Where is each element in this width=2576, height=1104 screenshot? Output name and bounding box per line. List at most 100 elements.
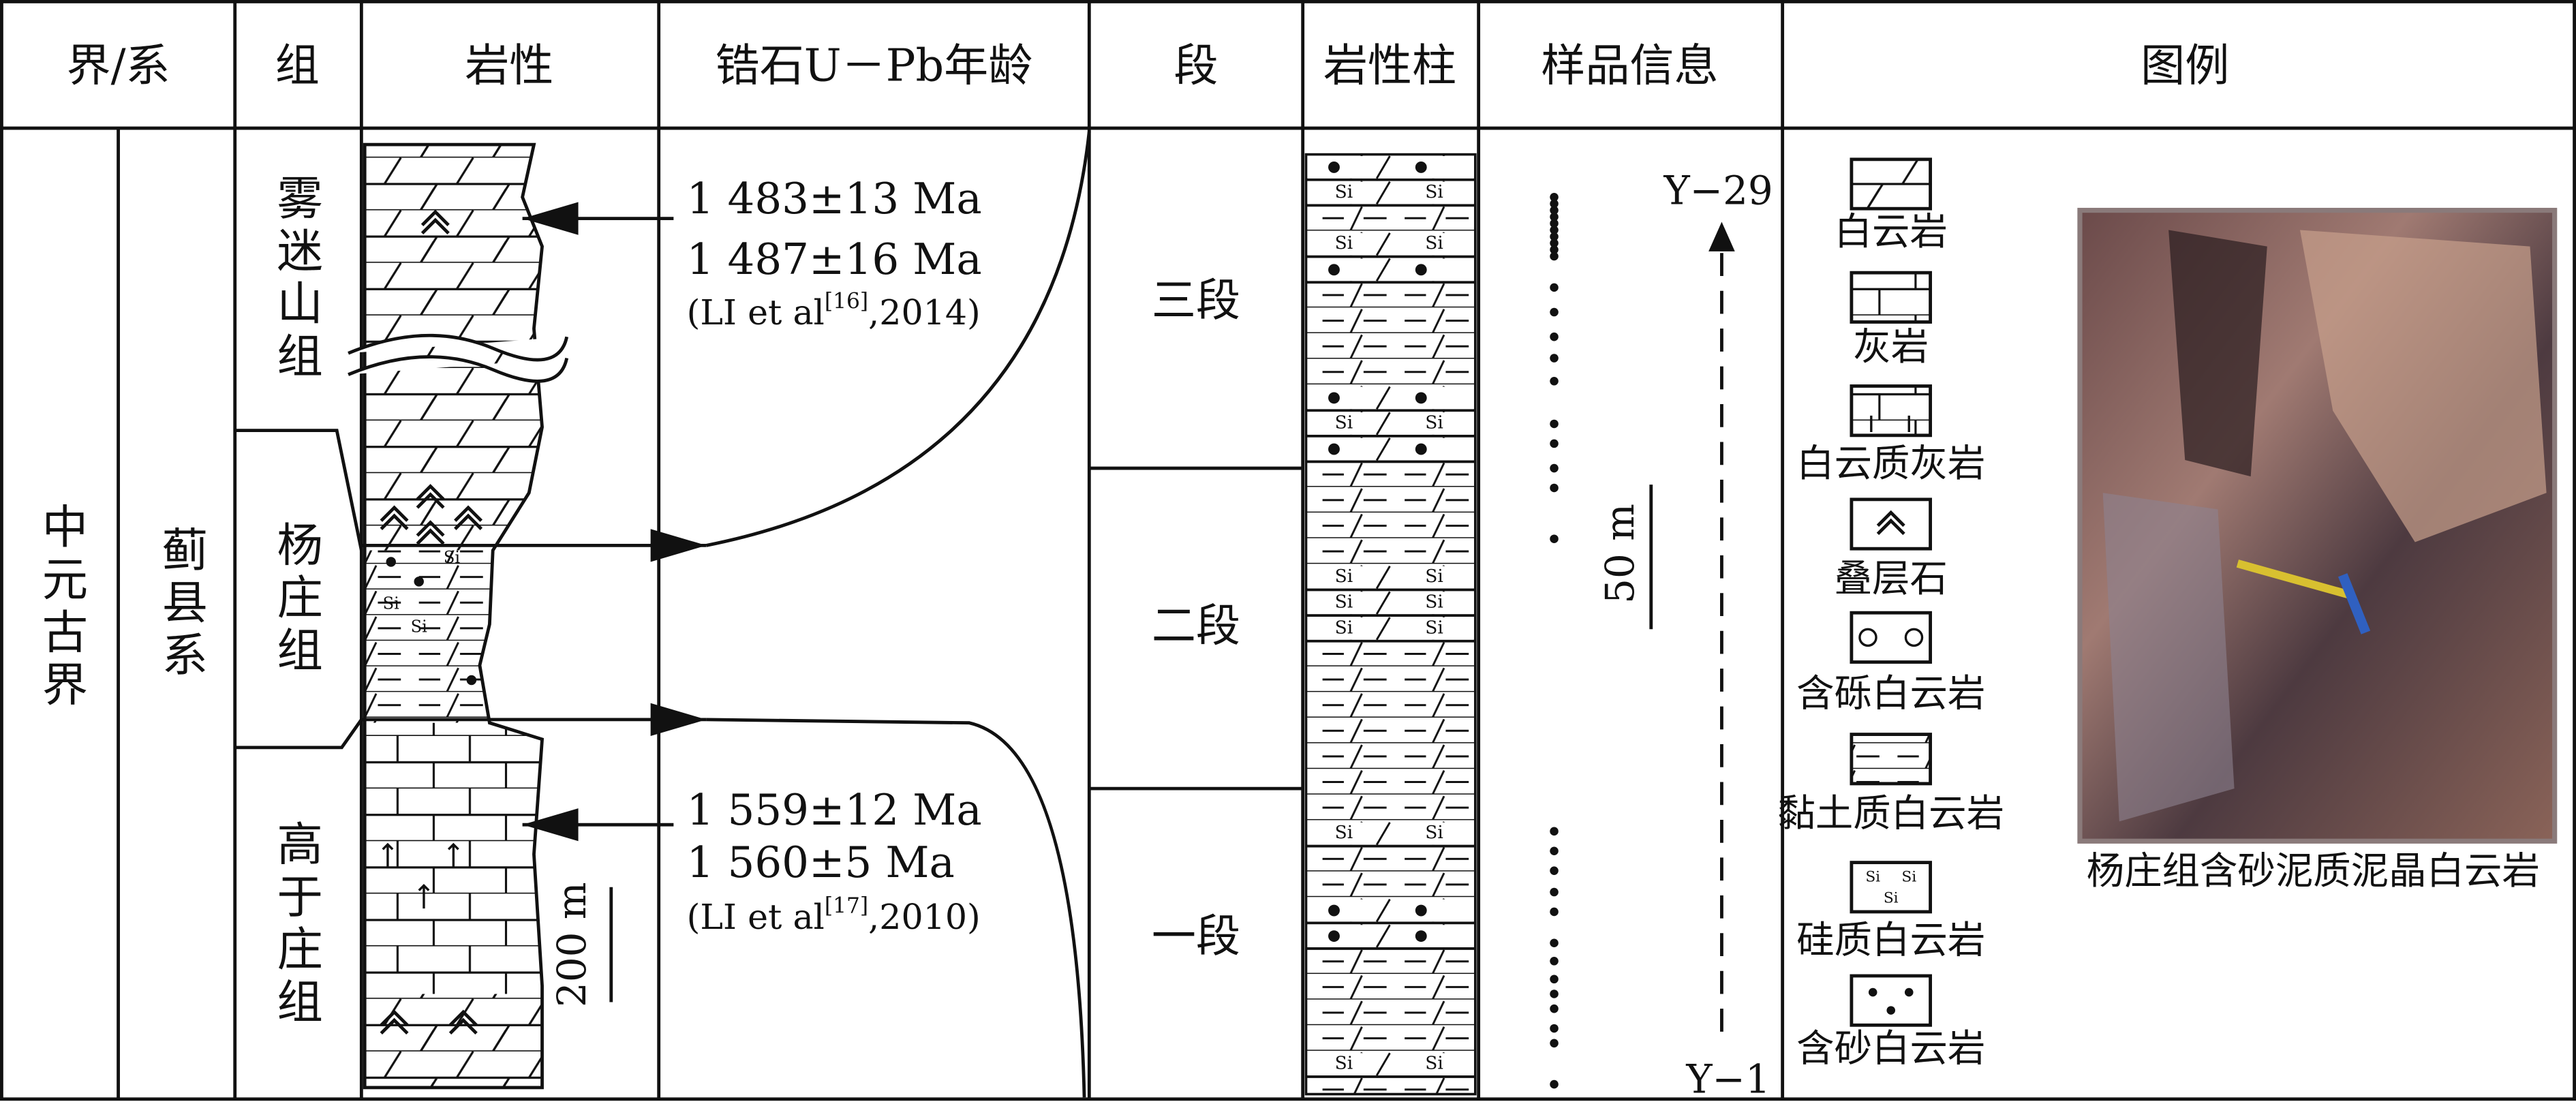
si-symbol: Si bbox=[444, 548, 461, 567]
section-row-lines bbox=[1306, 1052, 1475, 1078]
sample-dot bbox=[1550, 1079, 1559, 1089]
column-header: 图例 bbox=[2141, 40, 2229, 91]
reference-year: ,2010) bbox=[868, 897, 981, 937]
photo-caption: 杨庄组含砂泥质泥晶白云岩 bbox=[2087, 850, 2540, 893]
member-label: 三段 bbox=[1152, 275, 1240, 326]
stromatolite-symbol bbox=[448, 1009, 478, 1035]
sample-dot bbox=[1550, 377, 1559, 386]
formation-label: 雾迷山组 bbox=[270, 174, 324, 385]
column-header: 界/系 bbox=[67, 40, 170, 91]
reference-author: (LI et al bbox=[687, 897, 825, 937]
column-header: 组 bbox=[275, 40, 320, 91]
legend-label: 白云岩 bbox=[1835, 211, 1948, 254]
sample-dot bbox=[1550, 193, 1559, 202]
zircon-age: 1 559±12 Ma bbox=[687, 785, 982, 835]
member-label: 二段 bbox=[1152, 600, 1240, 651]
si-symbol: Si bbox=[1901, 868, 1916, 885]
grain-dot bbox=[1904, 987, 1914, 997]
si-symbol: Si bbox=[1335, 566, 1353, 587]
photo-shadow bbox=[2168, 230, 2267, 477]
grain-dot bbox=[1415, 930, 1427, 942]
zircon-age: 1 487±16 Ma bbox=[687, 234, 982, 284]
age-reference: (LI et al[17],2010) bbox=[687, 893, 981, 937]
si-symbol: Si bbox=[411, 617, 428, 636]
sample-dot bbox=[1550, 483, 1559, 493]
section-row bbox=[1307, 181, 1474, 204]
sample-dot bbox=[1550, 887, 1559, 897]
si-symbol: Si bbox=[1335, 232, 1353, 254]
legend-label: 白云质灰岩 bbox=[1796, 442, 1985, 486]
sample-dot bbox=[1550, 975, 1559, 984]
section-row-lines bbox=[1306, 155, 1475, 181]
stromatolite-symbol bbox=[380, 505, 409, 530]
si-symbol: Si bbox=[1335, 1053, 1353, 1074]
grain-dot bbox=[1868, 987, 1877, 997]
section-row-lines bbox=[1306, 386, 1475, 412]
dolomite-unit bbox=[365, 144, 542, 435]
correlation-curve bbox=[706, 131, 1091, 547]
si-symbol: Si bbox=[1425, 566, 1443, 587]
stromatolite-symbol bbox=[420, 209, 450, 235]
sample-dot bbox=[1550, 1024, 1559, 1033]
unconformity bbox=[348, 333, 569, 383]
grain-dot bbox=[414, 577, 424, 587]
grain-dot bbox=[1415, 161, 1427, 173]
sample-dot bbox=[1550, 232, 1559, 241]
grain-dot bbox=[1415, 392, 1427, 404]
sample-dot bbox=[1550, 419, 1559, 429]
grain-dot bbox=[466, 675, 477, 686]
hammer-head bbox=[2337, 573, 2371, 634]
legend-swatch bbox=[1850, 157, 1932, 211]
grain-dot bbox=[1328, 443, 1340, 455]
dolomitic-tick bbox=[447, 842, 459, 868]
section-row-lines bbox=[1306, 258, 1475, 284]
dolomite-unit bbox=[365, 418, 542, 551]
section-row bbox=[1307, 822, 1474, 845]
si-symbol: Si bbox=[1865, 868, 1880, 885]
correlation-curve bbox=[706, 718, 1086, 1098]
si-symbol: Si bbox=[1425, 181, 1443, 202]
section-row-lines bbox=[1306, 822, 1475, 848]
grain-dot bbox=[1328, 904, 1340, 917]
sample-dot bbox=[1550, 251, 1559, 261]
lithology-scale: 200 m bbox=[549, 882, 595, 1007]
sample-dot bbox=[1550, 1039, 1559, 1048]
pebble bbox=[1904, 628, 1924, 647]
arrow-head bbox=[522, 808, 579, 842]
dolomitic-tick bbox=[1870, 415, 1910, 433]
legend-label: 叠层石 bbox=[1835, 557, 1948, 601]
legend-label: 硅质白云岩 bbox=[1796, 919, 1985, 962]
sample-dot bbox=[1550, 206, 1559, 215]
section-row-lines bbox=[1306, 565, 1475, 592]
arrow-head bbox=[1708, 221, 1735, 251]
si-symbol: Si bbox=[1425, 617, 1443, 638]
legend-swatch bbox=[1850, 611, 1932, 664]
sample-dot bbox=[1550, 354, 1559, 363]
legend-label: 灰岩 bbox=[1853, 326, 1929, 369]
sample-dot bbox=[1550, 534, 1559, 543]
legend-swatch bbox=[1850, 271, 1932, 324]
legend-swatch bbox=[1850, 497, 1932, 551]
grain-dot bbox=[1328, 161, 1340, 173]
grain-dot bbox=[1328, 392, 1340, 404]
age-reference: (LI et al[16],2014) bbox=[687, 289, 981, 333]
si-symbol: Si bbox=[1335, 412, 1353, 433]
sample-dot bbox=[1550, 212, 1559, 221]
arrow-head bbox=[650, 703, 707, 736]
pebble bbox=[1858, 628, 1877, 647]
sample-dot bbox=[1550, 938, 1559, 948]
section-row-lines bbox=[1306, 437, 1475, 463]
sample-dot bbox=[1550, 219, 1559, 228]
section-row-lines bbox=[1306, 181, 1475, 207]
reference-year: ,2014) bbox=[868, 292, 981, 333]
dolomitic-tick bbox=[382, 842, 394, 868]
grain-dot bbox=[1415, 264, 1427, 276]
sample-dot bbox=[1550, 463, 1559, 473]
erathem-label: 中元古界 bbox=[35, 503, 89, 714]
section-row-lines bbox=[1306, 898, 1475, 925]
dolomite-unit bbox=[365, 994, 542, 1088]
grain-dot bbox=[1415, 904, 1427, 917]
stromatolite-symbol bbox=[1876, 510, 1905, 536]
